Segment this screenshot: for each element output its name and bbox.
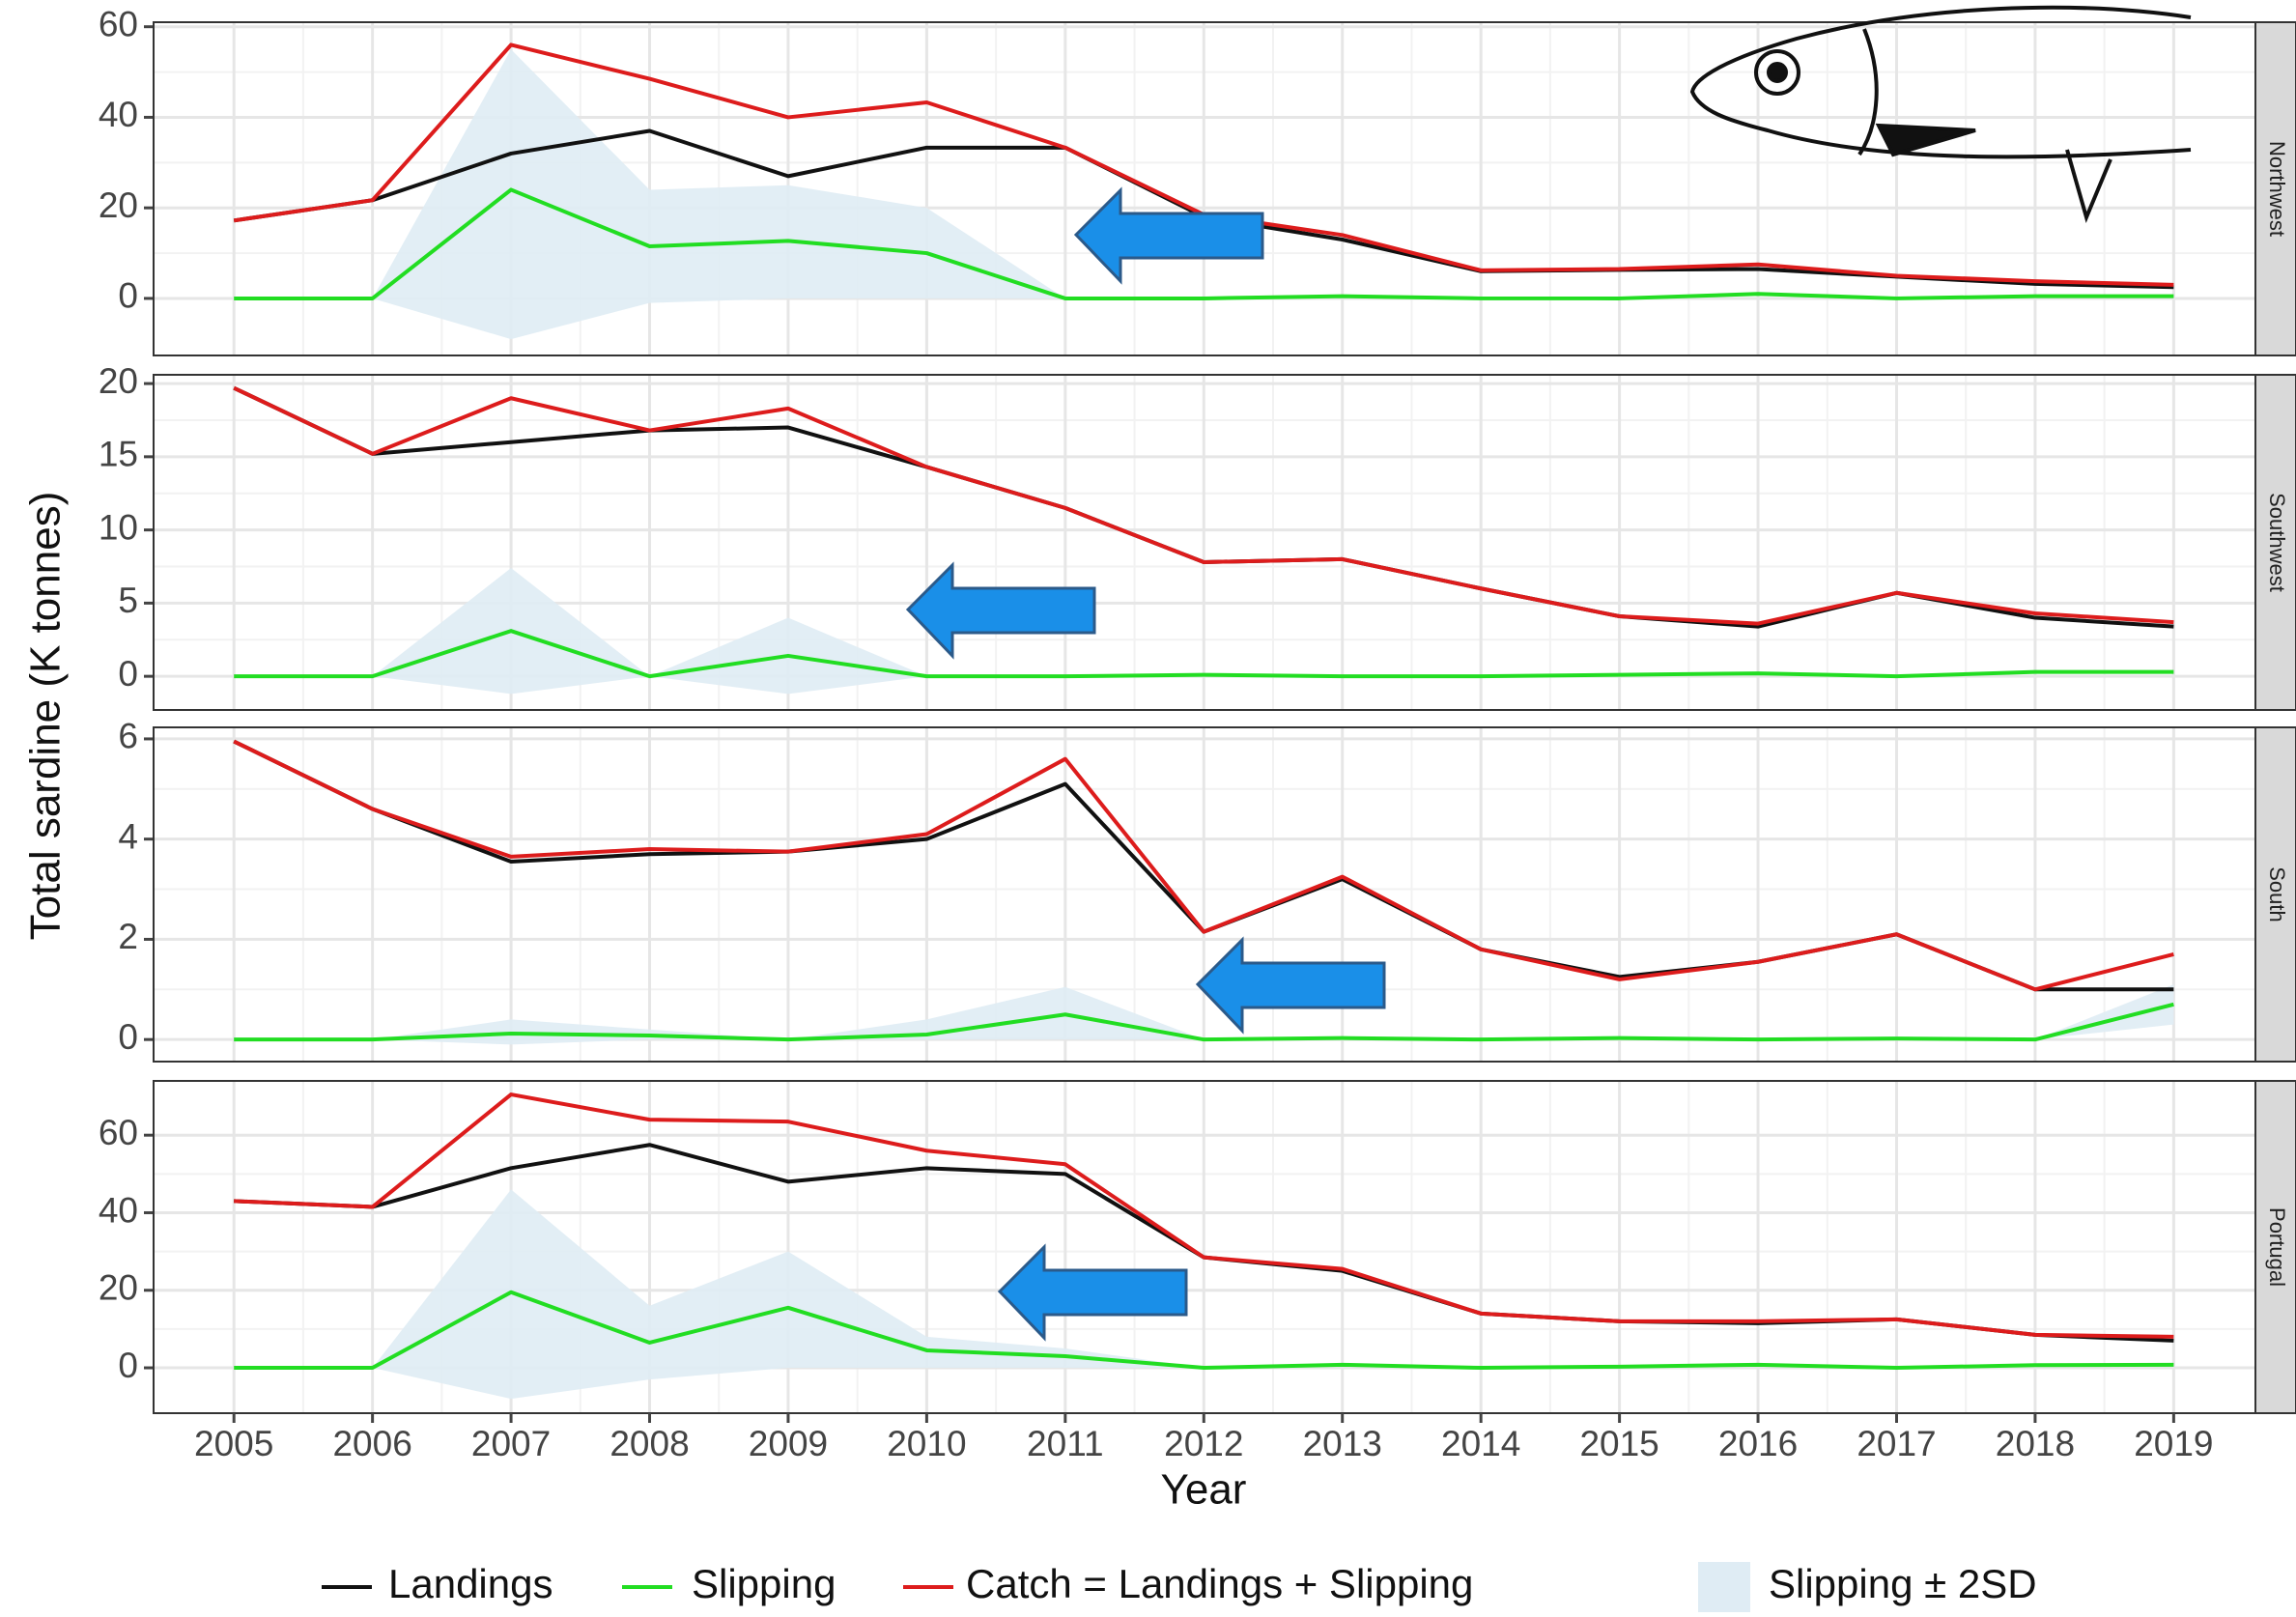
y-tick-label: 0 [118,654,138,694]
legend-swatch [1698,1562,1750,1612]
y-tick-label: 6 [118,717,138,756]
line-series [233,739,2174,992]
x-tick-label: 2015 [1579,1424,1658,1463]
x-tick-label: 2012 [1164,1424,1243,1463]
line-series [234,1002,2174,1042]
error-band [234,1189,2174,1400]
legend-label: Landings [388,1561,553,1606]
line-series [233,385,2174,626]
x-axis-title: Year [1161,1466,1247,1514]
arrow [1073,186,1264,285]
error-band [234,568,2174,695]
x-tick-label: 2019 [2134,1424,2213,1463]
arrow [997,1243,1188,1342]
y-tick-label: 20 [99,361,138,401]
strip [2254,374,2296,711]
legend-label: Slipping [692,1561,836,1606]
y-axis-title: Total sardine (K tonnes) [22,492,70,941]
x-tick-label: 2017 [1857,1424,1936,1463]
strip [2254,1080,2296,1414]
line-series [234,187,2174,300]
y-tick-label: 0 [118,276,138,316]
x-tick-label: 2009 [749,1424,828,1463]
x-tick-label: 2011 [1027,1424,1104,1463]
y-tick-label: 40 [99,1190,138,1230]
strip-label: Southwest [2265,493,2289,592]
arrow [905,561,1096,660]
y-tick-label: 60 [99,1113,138,1152]
x-tick-label: 2006 [332,1424,411,1463]
y-tick-label: 0 [118,1346,138,1385]
line-series [234,1290,2174,1371]
line-series [234,629,2174,679]
y-tick-label: 20 [99,1268,138,1308]
strip-label: South [2265,866,2289,922]
y-tick-label: 10 [99,507,138,547]
x-tick-label: 2013 [1303,1424,1382,1463]
strip-label: Northwest [2265,141,2289,237]
x-tick-label: 2010 [887,1424,966,1463]
strip [2254,21,2296,356]
x-tick-label: 2007 [471,1424,551,1463]
y-tick-label: 5 [118,581,138,620]
y-tick-label: 2 [118,917,138,956]
plot-area: 0 20 40 60 Northwest 0 5 10 15 20 Southwest 0 2 4 6 Sou… [99,4,2296,1463]
strip [2254,726,2296,1063]
legend-label: Catch = Landings + Slipping [966,1561,1473,1606]
y-tick-label: 4 [118,816,138,856]
error-band [234,49,2174,340]
legend-label: Slipping ± 2SD [1769,1561,2037,1606]
y-tick-label: 0 [118,1017,138,1057]
y-tick-label: 60 [99,4,138,43]
arrow [1195,936,1386,1035]
x-tick-label: 2018 [1996,1424,2075,1463]
x-tick-label: 2008 [609,1424,689,1463]
strip-label: Portugal [2265,1207,2289,1287]
x-tick-label: 2016 [1718,1424,1798,1463]
y-tick-label: 15 [99,435,138,474]
arrows [905,186,1386,1342]
y-tick-label: 40 [99,95,138,134]
line-series [234,1092,2174,1339]
y-tick-label: 20 [99,185,138,225]
x-tick-label: 2014 [1441,1424,1520,1463]
x-tick-label: 2005 [194,1424,273,1463]
fish-illustration [1689,5,2192,224]
